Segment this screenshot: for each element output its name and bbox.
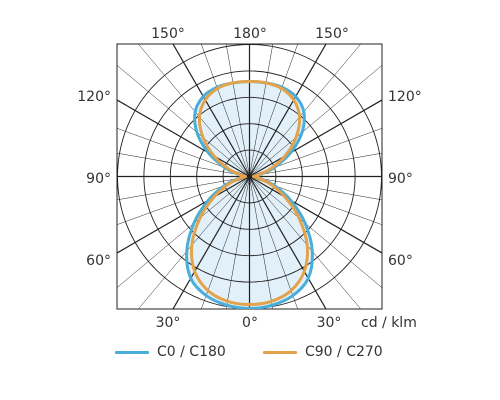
grid-spoke-minor (137, 44, 250, 177)
grid-spoke-major (249, 99, 382, 178)
grid-spoke-minor (249, 176, 382, 201)
grid-spoke-minor (117, 128, 250, 177)
angle-label-120-left: 120° (77, 89, 111, 105)
grid-spoke-minor (249, 176, 382, 289)
grid-spoke-minor (249, 176, 382, 225)
angle-label-180: 180° (233, 26, 267, 42)
legend-swatch-c0-c180 (115, 350, 149, 354)
angle-label-30-left: 30° (156, 315, 181, 331)
grid-spoke-major (248, 44, 327, 177)
angle-label-150-right: 150° (315, 26, 349, 42)
legend-item-c0-c180: C0 / C180 (115, 342, 226, 362)
legend-label-c90-c270: C90 / C270 (305, 344, 383, 360)
angle-label-60-left: 60° (86, 253, 111, 269)
angle-label-150-left: 150° (151, 26, 185, 42)
grid-spoke-minor (117, 176, 250, 289)
grid-spoke-minor (249, 176, 298, 309)
grid-spoke-minor (201, 176, 250, 309)
legend-label-c0-c180: C0 / C180 (157, 344, 226, 360)
unit-label: cd / klm (361, 315, 417, 331)
grid-spoke-major (249, 175, 382, 254)
grid-spoke-major (117, 175, 250, 254)
grid-spoke-minor (249, 44, 298, 177)
grid-spoke-minor (225, 176, 250, 309)
grid-spoke-major (172, 176, 251, 309)
angle-label-120-right: 120° (388, 89, 422, 105)
grid-spoke-minor (225, 44, 250, 177)
grid-spoke-minor (249, 44, 362, 177)
series-line-1 (190, 79, 309, 307)
grid-spoke-minor (201, 44, 250, 177)
grid-spoke-minor (117, 152, 250, 177)
grid-spoke-minor (249, 152, 382, 177)
angle-label-60-right: 60° (388, 253, 413, 269)
grid-spoke-minor (249, 128, 382, 177)
legend: C0 / C180 C90 / C270 (0, 342, 500, 362)
grid-spoke-minor (117, 176, 250, 201)
grid-spoke-minor (117, 176, 250, 225)
grid-spoke-minor (249, 44, 274, 177)
angle-label-90-right: 90° (388, 171, 413, 187)
legend-swatch-c90-c270 (263, 350, 297, 354)
grid-spoke-minor (117, 64, 250, 177)
grid-spoke-minor (249, 176, 274, 309)
legend-item-c90-c270: C90 / C270 (263, 342, 383, 362)
grid-spoke-major (117, 99, 250, 178)
grid-spoke-major (172, 44, 251, 177)
grid-spoke-minor (249, 64, 382, 177)
grid-spoke-major (248, 176, 327, 309)
angle-label-0: 0° (242, 315, 258, 331)
angle-label-30-right: 30° (317, 315, 342, 331)
angle-label-90-left: 90° (86, 171, 111, 187)
